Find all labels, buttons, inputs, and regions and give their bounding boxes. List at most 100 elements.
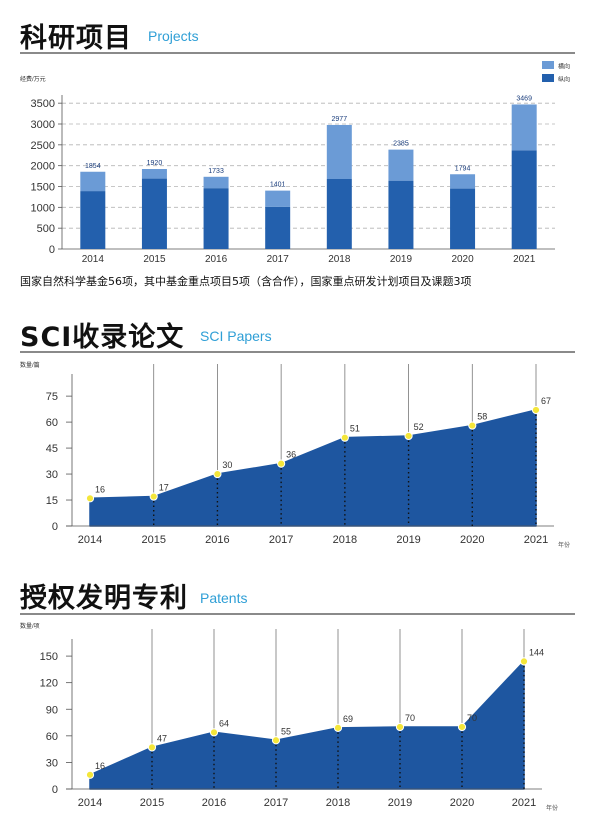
y-tick-label: 120: [40, 678, 58, 690]
bar-total-label: 1854: [85, 163, 101, 170]
y-tick-label: 15: [46, 495, 58, 507]
legend-swatch-0: [542, 61, 554, 69]
legend-label-0: 横向: [558, 63, 570, 71]
patents-divider: [20, 613, 575, 615]
data-point-2016: [209, 728, 219, 737]
data-label: 144: [529, 647, 544, 657]
legend-label-1: 纵向: [558, 76, 570, 84]
x-tick-label: 2016: [205, 534, 229, 546]
projects-subtitle: Projects: [148, 28, 199, 44]
x-tick-label: 2014: [82, 254, 105, 265]
data-label: 55: [281, 726, 291, 736]
x-tick-label: 2020: [451, 254, 474, 265]
data-point-2020: [457, 722, 467, 732]
x-tick-label: 2018: [328, 254, 351, 265]
data-label: 51: [350, 424, 360, 434]
papers-divider: [20, 351, 575, 353]
bar-total-label: 3469: [516, 95, 532, 102]
y-tick-label: 30: [46, 469, 58, 481]
patents-area-chart: 数量/项 0 30 60 90 120 150 16 2014 47 2015 64 2016 55 201…: [20, 622, 558, 812]
bar-2020-0: [450, 188, 476, 249]
x-tick-label: 2016: [205, 254, 228, 265]
papers-area-chart: 数量/篇 0 15 30 45 60 75 16 2014 17 2015 30 2016 36 2017 5…: [20, 361, 570, 549]
papers-title: SCI收录论文: [20, 322, 185, 353]
data-point-2019: [404, 431, 413, 441]
bar-total-label: 2977: [332, 116, 348, 123]
data-label: 30: [222, 460, 232, 470]
x-tick-label: 2017: [267, 254, 290, 265]
y-tick-label: 1000: [31, 202, 55, 214]
x-tick-label: 2021: [524, 534, 548, 546]
data-label: 70: [467, 713, 477, 723]
data-point-2015: [147, 743, 157, 752]
bar-2015-0: [141, 178, 167, 249]
x-tick-label: 2020: [460, 534, 484, 546]
x-tick-label: 2018: [326, 797, 350, 809]
bar-2021-0: [511, 150, 537, 249]
y-tick-label: 60: [46, 417, 58, 429]
y-axis-label: 经费/万元: [20, 75, 46, 83]
bar-2020-1: [450, 174, 476, 189]
data-point-2021: [519, 657, 529, 666]
y-tick-label: 3000: [31, 119, 55, 131]
x-tick-label: 2021: [513, 254, 536, 265]
bar-2014-1: [80, 171, 106, 192]
data-point-2019: [395, 722, 405, 732]
y-tick-label: 3500: [31, 98, 55, 110]
x-axis-label: 年份: [558, 541, 570, 549]
data-label: 70: [405, 713, 415, 723]
bar-2016-0: [203, 188, 229, 249]
y-tick-label: 75: [46, 391, 58, 403]
y-tick-label: 45: [46, 443, 58, 455]
x-tick-label: 2015: [143, 254, 166, 265]
x-tick-label: 2016: [202, 797, 226, 809]
x-tick-label: 2017: [269, 534, 293, 546]
data-point-2014: [85, 770, 95, 779]
y-tick-label: 500: [37, 223, 55, 235]
bar-2019-0: [388, 180, 414, 249]
bar-total-label: 1733: [208, 168, 224, 175]
projects-title: 科研项目: [20, 23, 132, 54]
data-label: 47: [157, 733, 167, 743]
y-tick-label: 0: [52, 784, 58, 796]
x-tick-label: 2014: [78, 534, 102, 546]
data-label: 58: [477, 412, 487, 422]
legend-swatch-1: [542, 74, 554, 82]
bar-total-label: 2385: [393, 141, 409, 148]
bar-2019-1: [388, 149, 414, 181]
y-tick-label: 0: [52, 521, 58, 533]
bar-2018-1: [326, 124, 352, 179]
patents-title: 授权发明专利: [20, 583, 188, 614]
bar-2017-0: [265, 206, 291, 249]
y-axis-label: 数量/篇: [20, 361, 40, 369]
x-tick-label: 2021: [512, 797, 536, 809]
bar-2015-1: [141, 169, 167, 179]
x-tick-label: 2014: [78, 797, 102, 809]
y-tick-label: 90: [46, 704, 58, 716]
bar-2018-0: [326, 179, 352, 249]
data-label: 64: [219, 718, 229, 728]
data-label: 67: [541, 396, 551, 406]
funding-note: 国家自然科学基金56项，其中基金重点项目5项（含合作），国家重点研发计划项目及课…: [20, 275, 472, 288]
papers-subtitle: SCI Papers: [200, 328, 272, 344]
y-tick-label: 2500: [31, 140, 55, 152]
x-axis-label: 年份: [546, 804, 558, 812]
y-axis-label: 数量/项: [20, 622, 40, 630]
bar-total-label: 1920: [147, 160, 163, 167]
y-tick-label: 1500: [31, 182, 55, 194]
data-point-2021: [531, 405, 541, 415]
x-tick-label: 2018: [333, 534, 357, 546]
x-tick-label: 2019: [390, 254, 413, 265]
x-tick-label: 2015: [141, 534, 165, 546]
data-label: 16: [95, 761, 105, 771]
data-label: 52: [414, 422, 424, 432]
x-tick-label: 2019: [396, 534, 420, 546]
data-label: 16: [95, 484, 105, 494]
data-point-2018: [333, 723, 343, 732]
y-tick-label: 0: [49, 244, 55, 256]
data-label: 17: [159, 483, 169, 493]
data-point-2017: [271, 736, 281, 745]
data-point-2014: [85, 494, 95, 503]
y-tick-label: 150: [40, 651, 58, 663]
